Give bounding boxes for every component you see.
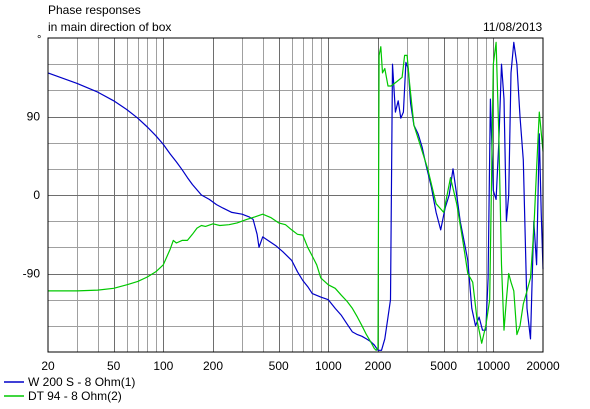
x-tick-label: 5000 (430, 359, 457, 373)
x-tick-label: 20 (41, 359, 55, 373)
legend-label-1: W 200 S - 8 Ohm(1) (28, 375, 135, 389)
x-tick-label: 2000 (365, 359, 392, 373)
chart-title-line-1: Phase responses (48, 3, 141, 17)
series-layer (47, 41, 544, 351)
series-line-2 (48, 41, 544, 351)
x-tick-label: 1000 (315, 359, 342, 373)
x-tick-labels: 20 50 100 200 500 1000 2000 5000 10000 20000 (41, 359, 560, 373)
x-tick-label: 200 (203, 359, 223, 373)
y-tick-label: 90 (27, 110, 41, 124)
x-tick-label: 20000 (526, 359, 560, 373)
x-tick-label: 100 (153, 359, 173, 373)
chart-title-line-2: in main direction of box (48, 20, 172, 34)
x-tick-label: 10000 (477, 359, 511, 373)
y-unit-symbol: ° (37, 34, 42, 46)
y-tick-label: -90 (23, 267, 41, 281)
y-tick-label: 0 (33, 188, 40, 202)
legend-label-2: DT 94 - 8 Ohm(2) (28, 389, 122, 403)
x-tick-label: 500 (269, 359, 289, 373)
plot-frame (47, 37, 544, 353)
legend: W 200 S - 8 Ohm(1)DT 94 - 8 Ohm(2) (4, 375, 135, 403)
x-tick-label: 50 (107, 359, 121, 373)
chart-date: 11/08/2013 (483, 20, 543, 34)
y-tick-labels: 90 0 -90 (23, 110, 41, 281)
